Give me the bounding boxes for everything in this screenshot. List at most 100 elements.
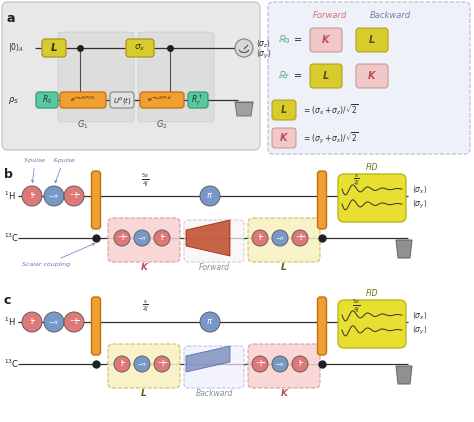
Text: FID: FID: [366, 162, 378, 171]
Text: $\pi$: $\pi$: [206, 192, 214, 200]
FancyBboxPatch shape: [91, 297, 100, 355]
Text: L: L: [369, 35, 375, 45]
Text: K: K: [280, 133, 288, 143]
Text: K: K: [322, 35, 330, 45]
Text: $\frac{s}{2J}$: $\frac{s}{2J}$: [353, 172, 359, 188]
Text: $-\pi$: $-\pi$: [275, 360, 285, 368]
Text: $\frac{\pi}{4}$: $\frac{\pi}{4}$: [29, 191, 35, 201]
Circle shape: [292, 356, 308, 372]
FancyBboxPatch shape: [268, 2, 470, 154]
Text: L: L: [281, 105, 287, 115]
FancyBboxPatch shape: [108, 218, 180, 262]
Text: $-\pi$: $-\pi$: [48, 319, 60, 325]
Polygon shape: [186, 346, 230, 372]
Circle shape: [22, 186, 42, 206]
Circle shape: [154, 230, 170, 246]
Text: $\frac{s}{2J}$: $\frac{s}{2J}$: [142, 298, 148, 314]
Text: c: c: [4, 294, 11, 307]
Circle shape: [44, 186, 64, 206]
Text: $-\frac{\pi}{4}$: $-\frac{\pi}{4}$: [157, 359, 166, 369]
Text: $G_2$: $G_2$: [156, 119, 168, 131]
FancyBboxPatch shape: [36, 92, 58, 108]
Text: $^{13}$C: $^{13}$C: [4, 358, 19, 370]
Circle shape: [134, 230, 150, 246]
Text: K: K: [368, 71, 376, 81]
Text: $-\frac{\pi}{4}$: $-\frac{\pi}{4}$: [255, 359, 264, 369]
Text: $U^\alpha(t)$: $U^\alpha(t)$: [113, 95, 131, 106]
FancyBboxPatch shape: [310, 64, 342, 88]
Text: =: =: [294, 71, 302, 81]
Text: $\langle\sigma_y\rangle$: $\langle\sigma_y\rangle$: [256, 47, 272, 60]
Text: $|0\rangle_A$: $|0\rangle_A$: [8, 41, 24, 54]
Text: Forward: Forward: [313, 11, 347, 21]
Text: $\frac{\pi}{4}$: $\frac{\pi}{4}$: [258, 233, 262, 243]
Polygon shape: [396, 240, 412, 258]
Text: $-\pi$: $-\pi$: [137, 235, 147, 241]
Circle shape: [272, 356, 288, 372]
FancyBboxPatch shape: [356, 28, 388, 52]
FancyBboxPatch shape: [108, 344, 180, 388]
Circle shape: [44, 312, 64, 332]
Polygon shape: [186, 220, 230, 256]
Text: $-\pi$: $-\pi$: [137, 360, 147, 368]
Text: $G_1$: $G_1$: [77, 119, 89, 131]
Circle shape: [154, 356, 170, 372]
FancyBboxPatch shape: [58, 32, 134, 122]
Text: L: L: [323, 71, 329, 81]
Text: $\langle\sigma_x\rangle$: $\langle\sigma_x\rangle$: [412, 183, 428, 195]
Text: $R_0$: $R_0$: [42, 94, 52, 106]
Text: FID: FID: [366, 289, 378, 298]
Text: Backward: Backward: [369, 11, 410, 21]
Text: $-\pi$: $-\pi$: [48, 192, 60, 200]
Circle shape: [235, 39, 253, 57]
Text: $= (\sigma_y+\sigma_z)/\sqrt{2}$: $= (\sigma_y+\sigma_z)/\sqrt{2}$: [302, 130, 359, 146]
Text: $\frac{\pi}{4}$: $\frac{\pi}{4}$: [29, 316, 35, 327]
Text: $\frac{\pi}{4}$: $\frac{\pi}{4}$: [298, 359, 302, 369]
Circle shape: [252, 356, 268, 372]
Text: $-\frac{\pi}{4}$: $-\frac{\pi}{4}$: [118, 233, 127, 243]
Text: K: K: [140, 263, 147, 273]
Text: Forward: Forward: [199, 263, 229, 273]
FancyBboxPatch shape: [356, 64, 388, 88]
Text: $\langle\sigma_y\rangle$: $\langle\sigma_y\rangle$: [412, 197, 428, 211]
Circle shape: [64, 312, 84, 332]
Text: L: L: [281, 263, 287, 273]
FancyBboxPatch shape: [338, 174, 406, 222]
FancyBboxPatch shape: [272, 100, 296, 120]
Text: $\frac{\pi}{4}$: $\frac{\pi}{4}$: [120, 359, 124, 369]
Circle shape: [200, 312, 220, 332]
Polygon shape: [396, 366, 412, 384]
FancyBboxPatch shape: [338, 300, 406, 348]
FancyBboxPatch shape: [272, 128, 296, 148]
Text: $\pi$: $\pi$: [206, 317, 214, 327]
FancyBboxPatch shape: [188, 92, 208, 108]
FancyBboxPatch shape: [91, 171, 100, 229]
Text: $^1$H: $^1$H: [4, 316, 16, 328]
Text: =: =: [294, 35, 302, 45]
FancyBboxPatch shape: [60, 92, 106, 108]
FancyBboxPatch shape: [110, 92, 134, 108]
Text: $\sigma_x$: $\sigma_x$: [134, 43, 146, 53]
FancyBboxPatch shape: [184, 220, 244, 262]
Text: Y-pulse: Y-pulse: [24, 158, 46, 182]
Circle shape: [134, 356, 150, 372]
Text: $\rho_S$: $\rho_S$: [8, 95, 19, 106]
Text: $-\frac{\pi}{4}$: $-\frac{\pi}{4}$: [295, 233, 304, 243]
Circle shape: [64, 186, 84, 206]
Text: L: L: [51, 43, 57, 53]
FancyBboxPatch shape: [248, 218, 320, 262]
Circle shape: [272, 230, 288, 246]
Text: $\langle\sigma_x\rangle$: $\langle\sigma_x\rangle$: [412, 309, 428, 321]
Text: Scalar coupling: Scalar coupling: [22, 243, 95, 267]
FancyBboxPatch shape: [184, 346, 244, 388]
Circle shape: [114, 230, 130, 246]
FancyBboxPatch shape: [318, 297, 327, 355]
Text: $e^{-iu\mathcal{H}^\alpha(0)}$: $e^{-iu\mathcal{H}^\alpha(0)}$: [70, 95, 96, 105]
Circle shape: [292, 230, 308, 246]
Text: $^1$H: $^1$H: [4, 190, 16, 202]
Text: $\mathbb{R}_f$: $\mathbb{R}_f$: [278, 70, 290, 82]
Text: K: K: [281, 390, 288, 398]
Polygon shape: [235, 102, 253, 116]
Text: L: L: [141, 390, 147, 398]
FancyBboxPatch shape: [138, 32, 214, 122]
